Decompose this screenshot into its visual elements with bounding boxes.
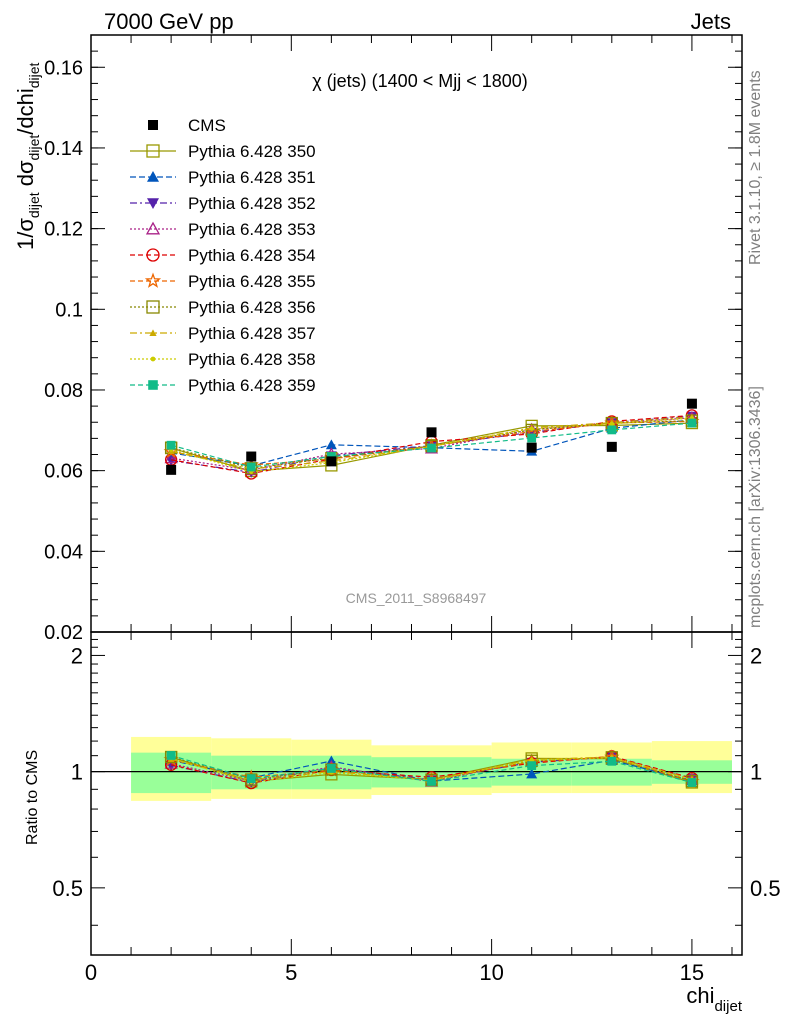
- legend-label: Pythia 6.428 355: [188, 272, 316, 291]
- x-tick-label: 10: [479, 960, 503, 985]
- y-tick-label: 0.08: [44, 380, 83, 402]
- xlabel-sub: dijet: [714, 998, 742, 1015]
- ratio-uncertainty-bands: [131, 736, 732, 801]
- legend-marker: [147, 171, 159, 182]
- y-tick-label: 0.16: [44, 57, 83, 79]
- cms-data-point: [166, 464, 177, 475]
- ratio-y-tick-label: 1: [71, 760, 83, 785]
- series-marker: [164, 451, 178, 464]
- ratio-series: [163, 749, 700, 790]
- series-marker: [163, 443, 179, 459]
- legend-marker: [146, 144, 160, 158]
- legend-cms-label: CMS: [188, 116, 226, 135]
- legend-marker: [149, 329, 157, 336]
- plot-title: χ (jets) (1400 < Mjj < 1800): [312, 71, 528, 91]
- ratio-series-marker: [527, 761, 537, 771]
- ratio-y-axis-label: Ratio to CMS: [24, 750, 41, 845]
- ratio-series-marker: [529, 757, 534, 763]
- series-marker: [609, 421, 614, 427]
- series-marker: [246, 462, 256, 472]
- legend-marker: [147, 198, 159, 209]
- ratio-series-marker: [607, 756, 617, 766]
- legend-cms-marker: [148, 120, 158, 130]
- ratio-y-tick-label: 2: [71, 643, 83, 668]
- y-tick-label: 0.12: [44, 219, 83, 241]
- x-tick-label: 5: [285, 960, 297, 985]
- cms-data-point: [426, 427, 437, 438]
- legend-marker: [144, 272, 162, 288]
- series-marker: [527, 433, 537, 443]
- ratio-series-marker: [245, 773, 258, 786]
- legend-label: Pythia 6.428 351: [188, 168, 316, 187]
- cms-data-point: [526, 442, 537, 453]
- y-tick-label: 0.06: [44, 461, 83, 483]
- cms-data-points: [166, 398, 697, 475]
- cms-data-point: [326, 456, 337, 467]
- legend-label: Pythia 6.428 352: [188, 194, 316, 213]
- legend-marker: [148, 380, 158, 390]
- ylabel-part-c: /dchi: [13, 88, 38, 134]
- ylabel-part-a: 1/σ: [13, 218, 38, 250]
- legend-label: Pythia 6.428 354: [188, 246, 316, 265]
- cms-data-point: [606, 441, 617, 452]
- ratio-axis-ticks: 0.5 0.5 1 1 2 2 0 5 10 15: [52, 632, 781, 985]
- ratio-series-marker: [166, 751, 176, 760]
- ylabel-sub-b: dijet: [26, 135, 42, 161]
- legend-label: Pythia 6.428 356: [188, 298, 316, 317]
- y-tick-label: 0.02: [44, 622, 83, 644]
- mcplots-label: mcplots.cern.ch [arXiv:1306.3436]: [747, 386, 764, 628]
- x-tick-label: 15: [680, 960, 704, 985]
- ratio-y-tick-label-right: 2: [750, 643, 762, 668]
- main-y-axis-label: 1/σdijet dσdijet/dchidijet: [13, 62, 42, 250]
- series-marker: [607, 425, 617, 435]
- x-axis-label: chidijet: [686, 983, 742, 1015]
- y-tick-label: 0.14: [44, 138, 83, 160]
- cms-data-point: [246, 451, 257, 462]
- svg-text:1/σdijet dσdijet/dchidijet: 1/σdijet dσdijet/dchidijet: [13, 62, 42, 250]
- legend-marker: [145, 221, 161, 235]
- legend-marker: [146, 300, 160, 314]
- main-series: [163, 409, 700, 480]
- ratio-plot-frame: [90, 631, 743, 956]
- series-marker: [687, 418, 697, 428]
- legend-marker: [146, 248, 160, 262]
- ratio-y-tick-label-right: 0.5: [750, 876, 781, 901]
- ylabel-part-b: dσ: [13, 160, 38, 192]
- y-tick-label: 0.1: [55, 299, 83, 321]
- cms-data-point: [686, 398, 697, 409]
- y-tick-label: 0.04: [44, 541, 83, 563]
- energy-label: 7000 GeV pp: [104, 9, 234, 34]
- legend-label: Pythia 6.428 359: [188, 376, 316, 395]
- legend-label: Pythia 6.428 353: [188, 220, 316, 239]
- ratio-series-marker: [246, 774, 256, 784]
- legend: CMS Pythia 6.428 350 Pythia 6.428 351 Pythi…: [130, 116, 316, 395]
- process-label: Jets: [691, 9, 731, 34]
- ratio-series-marker: [326, 764, 336, 773]
- ratio-series-marker: [427, 776, 436, 786]
- main-axis-ticks: 0.02 0.04 0.06 0.08 0.1 0.12 0.14 0.16: [44, 34, 742, 644]
- ratio-y-tick-label: 0.5: [52, 876, 83, 901]
- legend-marker: [150, 356, 156, 362]
- series-marker: [529, 426, 534, 431]
- x-tick-label: 0: [85, 960, 97, 985]
- series-marker: [166, 440, 176, 450]
- ratio-y-tick-label-right: 1: [750, 760, 762, 785]
- ratio-series-marker: [526, 768, 538, 779]
- legend-label: Pythia 6.428 357: [188, 324, 316, 343]
- rivet-label: Rivet 3.1.10, ≥ 1.8M events: [747, 70, 764, 265]
- xlabel-main: chi: [686, 983, 714, 1008]
- series-marker: [427, 443, 436, 453]
- series-marker: [325, 439, 337, 450]
- legend-label: Pythia 6.428 350: [188, 142, 316, 161]
- ratio-series-marker: [687, 778, 697, 787]
- ylabel-sub-c: dijet: [26, 62, 42, 88]
- ylabel-sub-a: dijet: [26, 192, 42, 218]
- analysis-watermark: CMS_2011_S8968497: [346, 590, 487, 606]
- legend-label: Pythia 6.428 358: [188, 350, 316, 369]
